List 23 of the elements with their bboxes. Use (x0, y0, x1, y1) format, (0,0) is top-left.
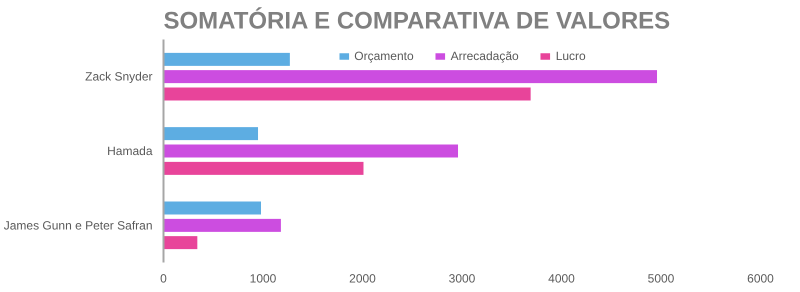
x-tick-label: 6000 (747, 272, 774, 286)
bar (164, 218, 281, 232)
bar (164, 70, 658, 84)
x-tick-label: 1000 (250, 272, 277, 286)
bar (164, 88, 531, 101)
bar (164, 127, 258, 140)
bar (164, 162, 364, 175)
legend-label: Lucro (556, 49, 586, 63)
bar (164, 201, 262, 214)
x-tick-label: 3000 (448, 272, 476, 286)
bar (164, 236, 198, 250)
chart-title: SOMATÓRIA E COMPARATIVA DE VALORES (164, 6, 670, 34)
bar (164, 144, 458, 158)
y-tick-label: Zack Snyder (85, 70, 153, 84)
x-tick-label: 2000 (349, 272, 376, 286)
x-tick-label: 5000 (648, 272, 675, 286)
x-tick-label: 4000 (548, 272, 576, 286)
x-tick-label: 0 (160, 272, 168, 286)
y-tick-label: Hamada (107, 144, 153, 158)
legend-label: Arrecadação (450, 49, 519, 63)
y-tick-label: James Gunn e Peter Safran (4, 218, 153, 232)
bar (164, 52, 290, 66)
legend-label: Orçamento (354, 49, 414, 63)
